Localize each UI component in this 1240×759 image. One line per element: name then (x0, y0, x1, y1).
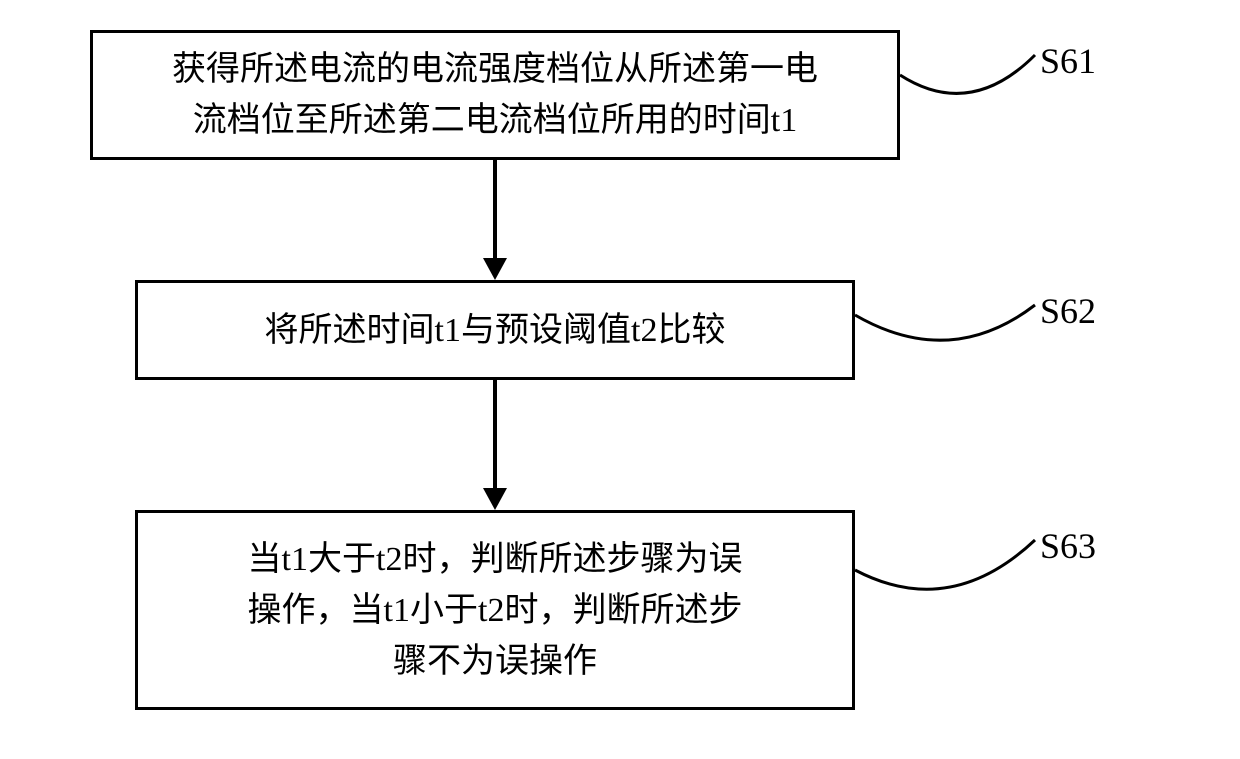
step-label-s62: S62 (1040, 290, 1096, 332)
arrow-line-1 (493, 160, 497, 258)
curve-path-s62 (855, 305, 1035, 340)
step-box-s63: 当t1大于t2时，判断所述步骤为误 操作，当t1小于t2时，判断所述步 骤不为误… (135, 510, 855, 710)
step-label-s61: S61 (1040, 40, 1096, 82)
curve-path-s63 (855, 540, 1035, 589)
curve-path-s61 (900, 55, 1035, 93)
step-label-s63: S63 (1040, 525, 1096, 567)
step-text-s62: 将所述时间t1与预设阈值t2比较 (265, 305, 726, 356)
arrow-head-1 (483, 258, 507, 280)
arrow-head-2 (483, 488, 507, 510)
step-box-s61: 获得所述电流的电流强度档位从所述第一电 流档位至所述第二电流档位所用的时间t1 (90, 30, 900, 160)
arrow-line-2 (493, 380, 497, 488)
step-box-s62: 将所述时间t1与预设阈值t2比较 (135, 280, 855, 380)
step-text-s63: 当t1大于t2时，判断所述步骤为误 操作，当t1小于t2时，判断所述步 骤不为误… (248, 534, 743, 687)
step-text-s61: 获得所述电流的电流强度档位从所述第一电 流档位至所述第二电流档位所用的时间t1 (172, 44, 818, 146)
